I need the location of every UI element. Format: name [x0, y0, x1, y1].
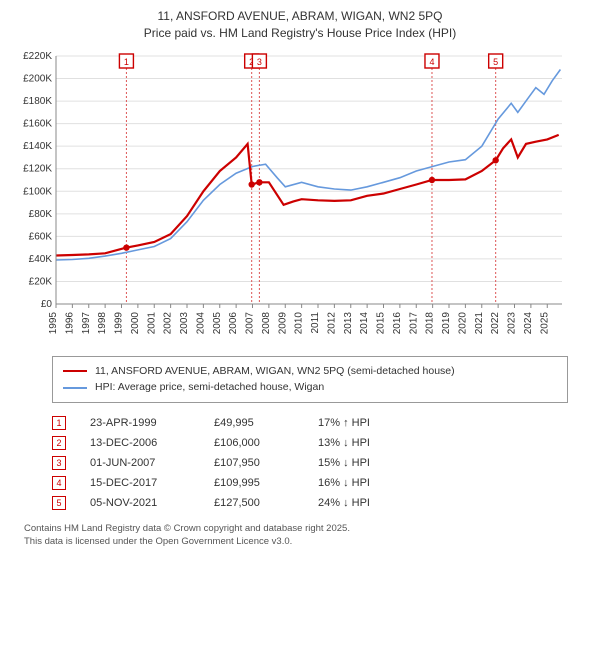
svg-text:£20K: £20K	[29, 276, 53, 287]
svg-text:£100K: £100K	[23, 186, 52, 197]
svg-text:£60K: £60K	[29, 231, 53, 242]
svg-text:£200K: £200K	[23, 73, 52, 84]
sale-price: £127,500	[214, 497, 294, 509]
svg-text:2008: 2008	[261, 311, 272, 334]
svg-text:£180K: £180K	[23, 96, 52, 107]
svg-text:£0: £0	[41, 299, 53, 310]
sales-row: 3 01-JUN-2007 £107,950 15% ↓ HPI	[52, 453, 568, 473]
svg-text:2024: 2024	[523, 311, 534, 334]
svg-text:£80K: £80K	[29, 208, 53, 219]
legend-swatch-hpi	[63, 387, 87, 389]
footer-attribution: Contains HM Land Registry data © Crown c…	[24, 523, 576, 548]
svg-text:3: 3	[257, 57, 262, 67]
svg-text:£140K: £140K	[23, 141, 52, 152]
sale-diff: 13% ↓ HPI	[318, 437, 408, 449]
svg-text:2020: 2020	[457, 311, 468, 334]
svg-text:2019: 2019	[441, 311, 452, 334]
sale-date: 15-DEC-2017	[90, 477, 190, 489]
sale-date: 01-JUN-2007	[90, 457, 190, 469]
svg-text:£40K: £40K	[29, 254, 53, 265]
legend-label-hpi: HPI: Average price, semi-detached house,…	[95, 379, 324, 396]
sale-price: £106,000	[214, 437, 294, 449]
chart-title: 11, ANSFORD AVENUE, ABRAM, WIGAN, WN2 5P…	[12, 8, 588, 42]
line-chart-svg: £0 £20K £40K £60K £80K £100K £120K £140K £160K £1…	[12, 48, 572, 348]
title-line-1: 11, ANSFORD AVENUE, ABRAM, WIGAN, WN2 5P…	[12, 8, 588, 25]
title-line-2: Price paid vs. HM Land Registry's House …	[12, 25, 588, 42]
sale-date: 13-DEC-2006	[90, 437, 190, 449]
svg-text:2000: 2000	[130, 311, 141, 334]
legend-label-price-paid: 11, ANSFORD AVENUE, ABRAM, WIGAN, WN2 5P…	[95, 363, 455, 380]
sale-price: £109,995	[214, 477, 294, 489]
sale-marker-box: 4	[52, 476, 66, 490]
svg-text:1997: 1997	[81, 311, 92, 334]
sales-row: 4 15-DEC-2017 £109,995 16% ↓ HPI	[52, 473, 568, 493]
svg-text:2018: 2018	[425, 311, 436, 334]
svg-text:2010: 2010	[294, 311, 305, 334]
svg-text:5: 5	[493, 57, 498, 67]
svg-text:£160K: £160K	[23, 118, 52, 129]
svg-text:2013: 2013	[343, 311, 354, 334]
footer-line-2: This data is licensed under the Open Gov…	[24, 536, 576, 548]
svg-text:2002: 2002	[163, 311, 174, 334]
svg-text:£220K: £220K	[23, 51, 52, 62]
sale-marker-box: 2	[52, 436, 66, 450]
sale-price: £49,995	[214, 417, 294, 429]
legend-swatch-price-paid	[63, 370, 87, 372]
sale-diff: 24% ↓ HPI	[318, 497, 408, 509]
legend-row-hpi: HPI: Average price, semi-detached house,…	[63, 379, 557, 396]
sales-table: 1 23-APR-1999 £49,995 17% ↑ HPI 2 13-DEC-2006…	[52, 413, 568, 513]
legend-row-price-paid: 11, ANSFORD AVENUE, ABRAM, WIGAN, WN2 5P…	[63, 363, 557, 380]
svg-text:2005: 2005	[212, 311, 223, 334]
sale-marker-box: 5	[52, 496, 66, 510]
svg-text:1995: 1995	[48, 311, 59, 334]
svg-text:4: 4	[429, 57, 434, 67]
sale-marker-box: 3	[52, 456, 66, 470]
sale-date: 05-NOV-2021	[90, 497, 190, 509]
svg-text:2007: 2007	[245, 311, 256, 334]
svg-text:2001: 2001	[146, 311, 157, 334]
sale-price: £107,950	[214, 457, 294, 469]
svg-text:2003: 2003	[179, 311, 190, 334]
svg-text:2011: 2011	[310, 311, 321, 333]
svg-text:2023: 2023	[507, 311, 518, 334]
svg-text:2022: 2022	[490, 311, 501, 334]
svg-text:1999: 1999	[114, 311, 125, 334]
sale-diff: 16% ↓ HPI	[318, 477, 408, 489]
svg-text:2015: 2015	[376, 311, 387, 334]
svg-text:1996: 1996	[64, 311, 75, 334]
svg-text:2017: 2017	[408, 311, 419, 334]
sales-row: 5 05-NOV-2021 £127,500 24% ↓ HPI	[52, 493, 568, 513]
svg-text:2025: 2025	[539, 311, 550, 334]
svg-text:2009: 2009	[277, 311, 288, 334]
sale-diff: 15% ↓ HPI	[318, 457, 408, 469]
svg-text:2012: 2012	[326, 311, 337, 334]
footer-line-1: Contains HM Land Registry data © Crown c…	[24, 523, 576, 535]
sale-marker-box: 1	[52, 416, 66, 430]
sales-row: 2 13-DEC-2006 £106,000 13% ↓ HPI	[52, 433, 568, 453]
svg-text:2021: 2021	[474, 311, 485, 334]
chart-area: £0 £20K £40K £60K £80K £100K £120K £140K £160K £1…	[12, 48, 588, 348]
svg-text:2014: 2014	[359, 311, 370, 334]
svg-text:£120K: £120K	[23, 163, 52, 174]
svg-text:2016: 2016	[392, 311, 403, 334]
sales-row: 1 23-APR-1999 £49,995 17% ↑ HPI	[52, 413, 568, 433]
sale-diff: 17% ↑ HPI	[318, 417, 408, 429]
legend: 11, ANSFORD AVENUE, ABRAM, WIGAN, WN2 5P…	[52, 356, 568, 404]
svg-text:1: 1	[124, 57, 129, 67]
svg-text:1998: 1998	[97, 311, 108, 334]
svg-text:2004: 2004	[195, 311, 206, 334]
svg-text:2006: 2006	[228, 311, 239, 334]
sale-date: 23-APR-1999	[90, 417, 190, 429]
